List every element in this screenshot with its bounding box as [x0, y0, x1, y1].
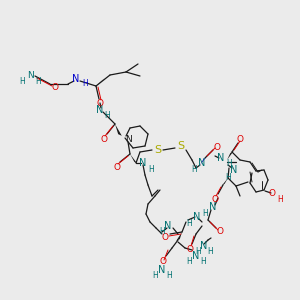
Polygon shape	[96, 79, 104, 86]
Text: H: H	[200, 257, 206, 266]
Text: N: N	[193, 212, 201, 222]
Text: O: O	[97, 100, 104, 109]
Text: O: O	[113, 163, 121, 172]
Text: H: H	[195, 248, 201, 256]
Text: O: O	[187, 245, 194, 254]
Polygon shape	[201, 220, 208, 227]
Text: S: S	[154, 145, 162, 155]
Text: H: H	[225, 172, 231, 182]
Text: H: H	[19, 77, 25, 86]
Text: H: H	[226, 160, 232, 169]
Text: O: O	[268, 190, 275, 199]
Text: H: H	[191, 164, 197, 173]
Text: N: N	[209, 202, 217, 212]
Text: O: O	[100, 136, 107, 145]
Text: H: H	[207, 248, 213, 256]
Text: H: H	[35, 77, 41, 86]
Text: N: N	[217, 153, 225, 163]
Text: N: N	[230, 165, 238, 175]
Polygon shape	[130, 154, 138, 164]
Text: N: N	[192, 251, 200, 261]
Text: N: N	[139, 158, 147, 168]
Polygon shape	[227, 151, 234, 160]
Text: O: O	[236, 136, 244, 145]
Text: H: H	[166, 271, 172, 280]
Text: N: N	[198, 158, 206, 168]
Text: O: O	[52, 82, 58, 91]
Text: H: H	[202, 208, 208, 217]
Text: H: H	[148, 164, 154, 173]
Text: H: H	[277, 196, 283, 205]
Polygon shape	[176, 232, 182, 241]
Text: H: H	[186, 257, 192, 266]
Text: H: H	[104, 112, 110, 121]
Text: H: H	[152, 271, 158, 280]
Text: O: O	[217, 227, 224, 236]
Text: H: H	[82, 80, 88, 88]
Text: O: O	[161, 232, 169, 242]
Text: O: O	[160, 257, 167, 266]
Text: N: N	[27, 70, 33, 80]
Text: N: N	[72, 74, 80, 84]
Text: H: H	[186, 218, 192, 227]
Polygon shape	[200, 157, 207, 165]
Text: N: N	[200, 241, 208, 251]
Polygon shape	[115, 124, 122, 136]
Text: S: S	[177, 141, 184, 151]
Text: H: H	[159, 227, 165, 236]
Text: N: N	[124, 136, 131, 145]
Text: O: O	[214, 142, 220, 152]
Text: N: N	[158, 265, 166, 275]
Polygon shape	[221, 178, 228, 186]
Text: O: O	[212, 196, 218, 205]
Text: N: N	[96, 105, 104, 115]
Text: N: N	[164, 221, 172, 231]
